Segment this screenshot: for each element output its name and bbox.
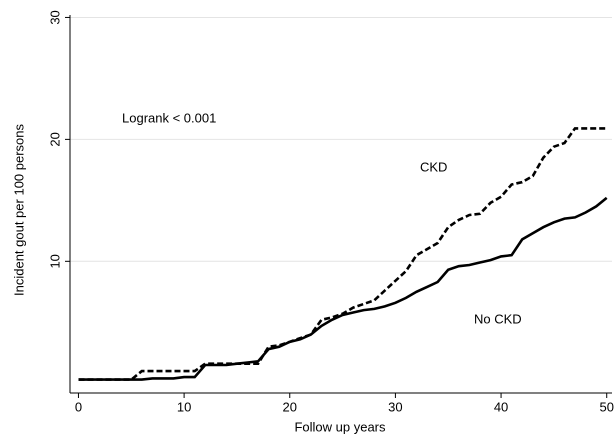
x-tick-label: 40	[494, 399, 508, 414]
annotation: Logrank < 0.001	[122, 110, 216, 125]
y-tick-label: 20	[47, 132, 62, 146]
x-tick-label: 50	[599, 399, 613, 414]
y-tick-label: 30	[47, 10, 62, 24]
x-tick-label: 20	[283, 399, 297, 414]
x-tick-label: 0	[75, 399, 82, 414]
y-tick-label: 10	[47, 254, 62, 268]
x-tick-label: 10	[177, 399, 191, 414]
x-tick-label: 30	[388, 399, 402, 414]
series-line	[78, 196, 608, 381]
x-axis-label: Follow up years	[294, 419, 386, 434]
series-line	[78, 127, 607, 381]
y-axis-label: Incident gout per 100 persons	[11, 123, 26, 296]
annotation: No CKD	[474, 311, 522, 326]
annotation: CKD	[420, 159, 447, 174]
